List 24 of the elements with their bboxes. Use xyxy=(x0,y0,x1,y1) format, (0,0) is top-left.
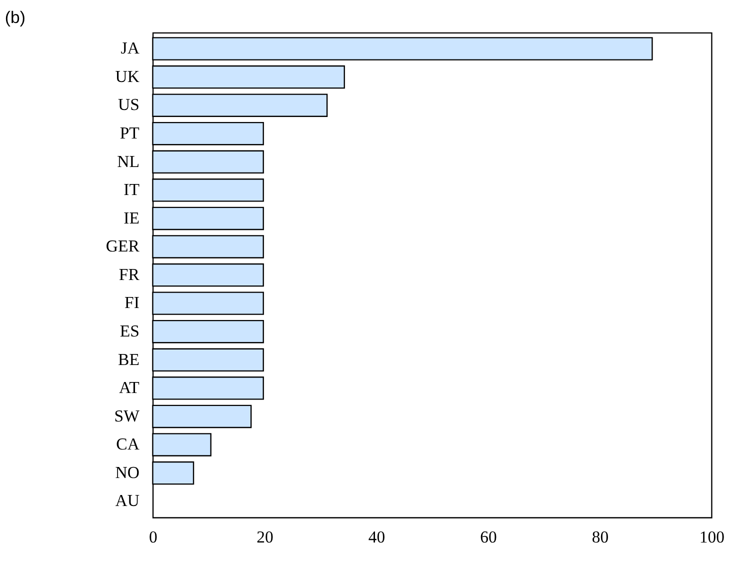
y-tick-label: AU xyxy=(115,491,140,510)
x-tick-label: 80 xyxy=(592,528,609,547)
y-tick-label: FI xyxy=(124,293,140,312)
y-tick-label: SW xyxy=(114,406,140,426)
text: (b) xyxy=(4,8,26,27)
x-tick-label: 0 xyxy=(149,528,158,547)
y-tick-label: US xyxy=(118,95,140,114)
y-tick-label: JA xyxy=(120,38,140,58)
y-tick-label: NL xyxy=(117,152,140,171)
x-tick-label: 20 xyxy=(256,528,274,547)
y-tick-label: IE xyxy=(124,208,140,228)
x-tick-label: 40 xyxy=(368,528,386,547)
x-tick-label: 100 xyxy=(699,528,724,547)
x-tick-label: 60 xyxy=(480,528,497,547)
y-tick-label: IT xyxy=(124,180,140,200)
y-tick-label: PT xyxy=(120,124,140,143)
y-tick-label: CA xyxy=(116,434,140,454)
y-tick-label: BE xyxy=(118,350,140,369)
y-tick-label: FR xyxy=(118,264,140,284)
y-tick-label: ES xyxy=(120,322,140,341)
y-tick-label: NO xyxy=(115,462,140,482)
y-tick-label: GER xyxy=(106,236,140,256)
y-tick-label: UK xyxy=(115,66,140,86)
y-tick-label: AT xyxy=(118,378,140,398)
